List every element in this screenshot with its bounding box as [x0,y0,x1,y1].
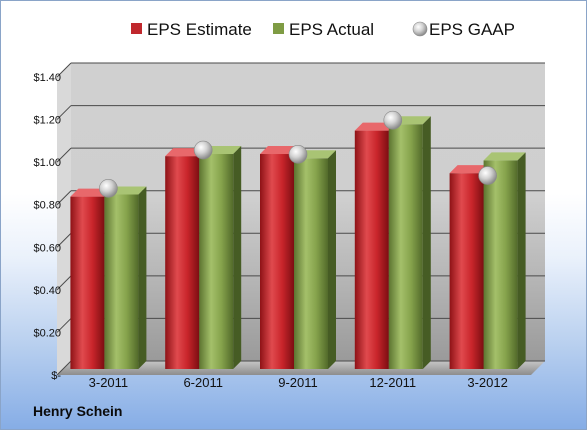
x-tick-label: 12-2011 [369,375,416,390]
gridline-side [56,147,72,163]
bar-eps-actual [104,194,139,369]
company-name: Henry Schein [33,403,123,419]
bar-eps-estimate [260,154,294,369]
gridline-side [56,275,72,291]
bar-eps-actual [483,160,518,369]
x-tick-label: 3-2012 [467,375,507,390]
x-tick-label: 9-2011 [278,375,318,390]
gridline-side [56,318,72,333]
marker-eps-gaap [99,179,118,198]
bar-eps-actual [199,154,234,369]
bar-eps-estimate [449,173,484,369]
bar-eps-actual [388,124,423,369]
marker-eps-gaap [478,166,497,185]
gridline-side [56,105,72,120]
bar-eps-actual [294,158,328,369]
legend-swatch [131,23,142,34]
bar-side [328,150,336,369]
bar-side [233,146,242,369]
legend: EPS Estimate EPS Actual EPS GAAP [131,20,515,39]
gridline-side [56,360,72,376]
y-tick-label: $1.20 [33,115,61,127]
gridline-side [56,190,72,206]
y-tick-label: $0.20 [33,327,61,339]
x-tick-label: 3-2011 [89,375,129,390]
gridline-side [56,62,72,78]
y-tick-label: $- [51,370,61,382]
legend-label: EPS Estimate [147,20,252,39]
legend-label: EPS GAAP [429,20,515,39]
bar-side [138,186,147,369]
y-tick-label: $0.60 [33,242,61,254]
bar-top [483,152,526,161]
gridline-side [56,232,72,248]
plot-side-wall [57,63,71,375]
y-tick-label: $1.40 [33,72,61,84]
bar-side [517,152,526,369]
bar-side [422,116,431,369]
bar-eps-estimate [354,130,389,369]
bar-eps-estimate [165,156,200,369]
legend-swatch [412,21,428,37]
y-tick-label: $0.40 [33,285,61,297]
legend-swatch [273,23,284,34]
x-tick-label: 6-2011 [183,375,223,390]
legend-label: EPS Actual [289,20,374,39]
bar-eps-estimate [70,196,105,369]
marker-eps-gaap [288,144,308,164]
marker-eps-gaap [383,110,403,130]
y-tick-label: $0.80 [33,200,61,212]
y-tick-label: $1.00 [33,157,61,169]
marker-eps-gaap [193,140,213,160]
